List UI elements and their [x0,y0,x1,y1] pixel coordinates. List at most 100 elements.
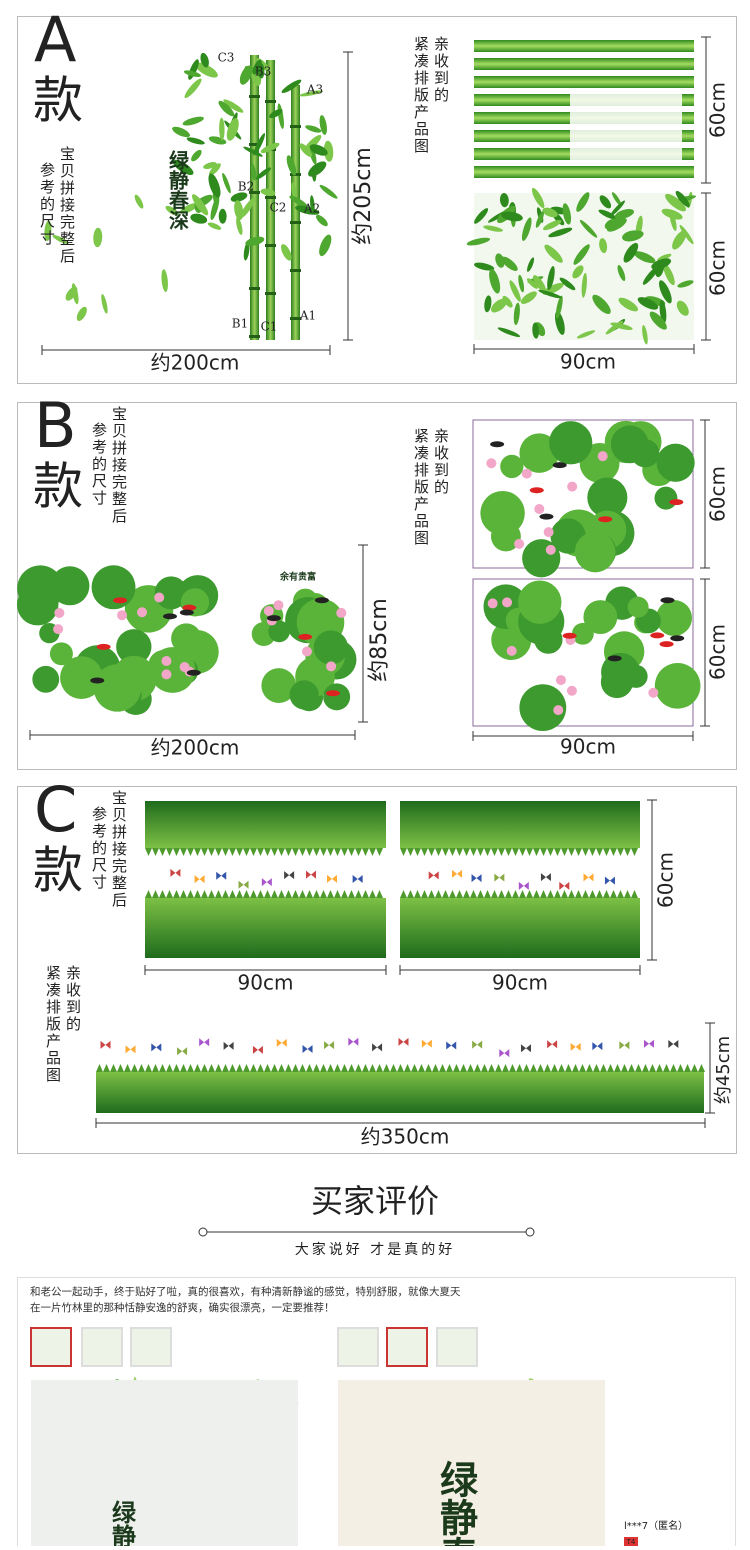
grass-blade [442,890,449,898]
leaf [186,137,205,145]
artwork [16,40,705,1546]
lotus-leaf [149,647,196,693]
grass-blade [561,890,568,898]
butterfly [583,873,594,882]
grass-blade [519,890,526,898]
grass-blade [194,890,201,898]
grass-blade [414,848,421,856]
bamboo-node [290,221,301,224]
grass-blade [236,1064,243,1072]
grass-blade [159,890,166,898]
grass-blade [250,848,257,856]
thumbnail[interactable] [81,1327,123,1367]
koi [607,655,622,662]
note-column: 参考的尺寸 [38,162,56,247]
grass-blade [621,1064,628,1072]
grass-blade [334,890,341,898]
dim-label: 90cm [560,735,616,759]
leaf [637,297,659,310]
grass-blade [145,848,152,856]
lotus-leaf [574,531,616,573]
grass-blade [306,890,313,898]
layout-note-column: 亲收到的 [432,428,450,496]
thumbnail[interactable] [130,1327,172,1367]
part-label: B2 [238,180,254,194]
butterfly [446,1041,457,1050]
grass-blade [187,1064,194,1072]
grass-blade [299,890,306,898]
grass-blade [400,848,407,856]
dim-label: 60cm [706,466,730,522]
butterfly [540,873,551,882]
butterfly [284,871,295,880]
grass-blade [495,1064,502,1072]
grass-blade [187,890,194,898]
part-label: A3 [306,83,323,97]
grass-blade [635,1064,642,1072]
grass-blade [691,1064,698,1072]
grass-blade [145,1064,152,1072]
grass-blade [404,1064,411,1072]
dim-label: 60cm [706,82,730,138]
leaf [544,244,563,263]
part-label: C1 [261,320,278,334]
leaf [182,116,204,126]
grass-blade [313,890,320,898]
thumbnail[interactable] [30,1327,72,1367]
grass-blade [131,1064,138,1072]
leaf [642,266,659,285]
thumbnail[interactable] [436,1327,478,1367]
note-column: 宝贝拼接完整后 [58,146,76,265]
bamboo-node [290,269,301,272]
grass-blade [159,848,166,856]
photo-text: 绿静春 [108,1499,137,1546]
grass-blade [418,1064,425,1072]
thumbnail[interactable] [337,1327,379,1367]
grass-blade [554,848,561,856]
lotus-leaf [116,629,152,665]
dim-label: 约85cm [367,598,392,682]
grass-blade [327,1064,334,1072]
grass-blade [596,848,603,856]
butterfly [261,878,272,887]
grass-blade [243,848,250,856]
grass-blade [306,848,313,856]
grass-blade [456,848,463,856]
leaf [527,257,535,272]
grass-blade [355,1064,362,1072]
grass-blade [561,848,568,856]
grass-blade [435,890,442,898]
lotus-leaf [587,477,628,518]
bamboo-node [265,196,276,199]
leaf [219,117,225,141]
grass-blade [589,890,596,898]
grass-blade [463,848,470,856]
butterfly [494,873,505,882]
grass-blade [229,848,236,856]
grass [96,1072,704,1113]
grass-blade [428,848,435,856]
dimension-lines [29,36,715,1128]
leaf [483,225,503,232]
grass-blade [208,1064,215,1072]
koi [314,597,329,604]
lotus-leaf [32,665,60,693]
leaf [572,265,584,279]
dim-label: 60cm [654,852,678,908]
leaf [240,197,256,219]
lotus-flower [263,605,274,616]
leaf [319,115,327,135]
grass-blade [684,1064,691,1072]
note-column: 参考的尺寸 [90,422,108,507]
thumbnail[interactable] [386,1327,428,1367]
lotus-leaf [656,600,693,636]
lotus-leaf [154,576,188,610]
lotus-flower [486,458,497,469]
butterfly [592,1042,603,1051]
grass-blade [320,848,327,856]
bamboo-pole [474,40,694,52]
leaf [308,161,327,177]
grass-blade [526,848,533,856]
grass-blade [271,848,278,856]
koi [660,597,675,604]
